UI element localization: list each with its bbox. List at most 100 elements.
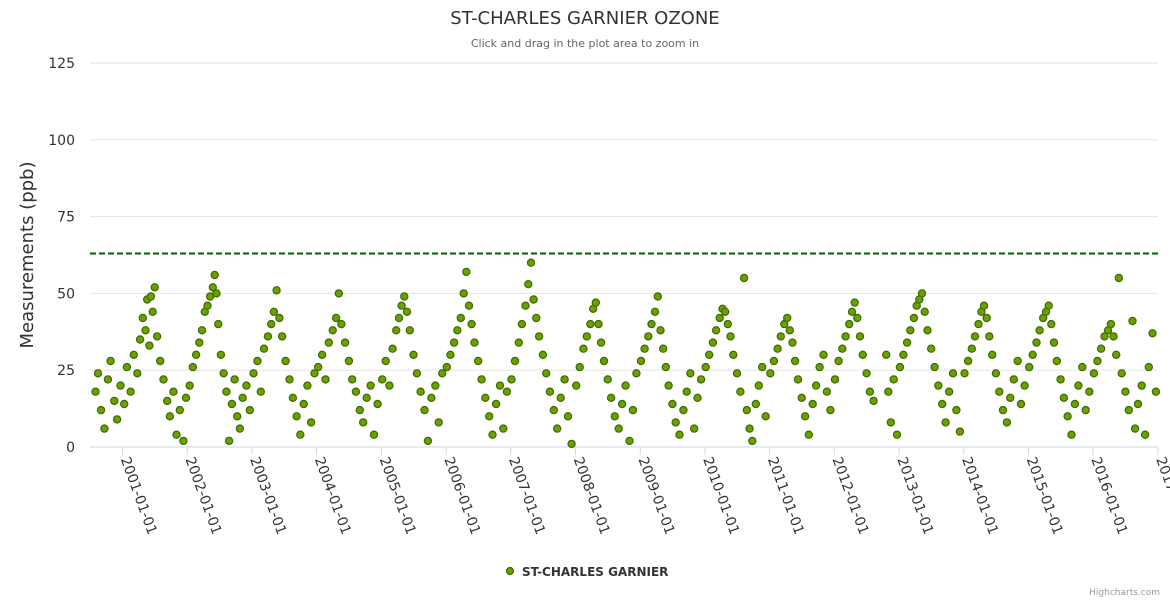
data-point[interactable]: [366, 381, 375, 390]
data-point[interactable]: [93, 369, 103, 378]
data-point[interactable]: [449, 338, 459, 347]
data-point[interactable]: [834, 356, 843, 366]
credits-link[interactable]: Highcharts.com: [1089, 588, 1160, 598]
data-point[interactable]: [664, 381, 673, 390]
data-point[interactable]: [491, 399, 501, 409]
data-point[interactable]: [656, 326, 665, 335]
data-point[interactable]: [769, 356, 779, 366]
data-point[interactable]: [1035, 326, 1044, 335]
data-point[interactable]: [671, 418, 680, 427]
data-point[interactable]: [400, 292, 409, 301]
data-point[interactable]: [299, 399, 308, 409]
data-point[interactable]: [1124, 405, 1134, 415]
data-point[interactable]: [715, 313, 724, 323]
data-point[interactable]: [632, 369, 641, 378]
data-point[interactable]: [212, 289, 221, 298]
data-point[interactable]: [736, 387, 745, 396]
data-point[interactable]: [402, 307, 412, 316]
data-point[interactable]: [1070, 399, 1080, 409]
data-point[interactable]: [394, 313, 404, 323]
data-point[interactable]: [141, 326, 150, 335]
data-point[interactable]: [172, 430, 181, 439]
data-point[interactable]: [766, 369, 775, 378]
plot-area[interactable]: [91, 258, 1161, 449]
data-point[interactable]: [902, 338, 912, 347]
data-point[interactable]: [967, 344, 977, 353]
data-point[interactable]: [373, 399, 382, 409]
data-point[interactable]: [524, 280, 533, 289]
data-point[interactable]: [481, 393, 490, 402]
data-point[interactable]: [467, 319, 476, 329]
data-point[interactable]: [355, 405, 364, 415]
data-point[interactable]: [841, 332, 850, 341]
data-point[interactable]: [696, 375, 706, 384]
data-point[interactable]: [253, 356, 262, 366]
data-point[interactable]: [1111, 350, 1121, 359]
data-point[interactable]: [306, 418, 316, 427]
data-point[interactable]: [434, 418, 443, 427]
data-point[interactable]: [351, 387, 361, 396]
data-point[interactable]: [96, 405, 106, 415]
data-point[interactable]: [1109, 332, 1118, 341]
data-point[interactable]: [331, 313, 341, 323]
data-point[interactable]: [739, 273, 749, 283]
data-point[interactable]: [129, 350, 138, 359]
data-point[interactable]: [742, 405, 752, 415]
data-point[interactable]: [521, 301, 530, 310]
data-point[interactable]: [485, 412, 494, 421]
data-point[interactable]: [948, 369, 958, 378]
data-point[interactable]: [442, 362, 451, 372]
data-point[interactable]: [1056, 375, 1065, 384]
data-point[interactable]: [930, 362, 939, 372]
legend-label[interactable]: ST-CHARLES GARNIER: [522, 565, 668, 579]
data-point[interactable]: [150, 283, 159, 292]
data-point[interactable]: [334, 289, 343, 298]
data-point[interactable]: [705, 350, 714, 359]
data-point[interactable]: [955, 427, 965, 436]
data-point[interactable]: [288, 393, 298, 402]
data-point[interactable]: [636, 356, 646, 366]
data-point[interactable]: [1009, 375, 1019, 384]
data-point[interactable]: [693, 393, 702, 402]
data-point[interactable]: [412, 369, 422, 378]
data-point[interactable]: [572, 381, 581, 390]
data-point[interactable]: [621, 381, 630, 390]
data-point[interactable]: [1044, 301, 1053, 310]
data-point[interactable]: [556, 393, 565, 402]
data-point[interactable]: [378, 375, 387, 384]
data-point[interactable]: [122, 362, 132, 372]
data-point[interactable]: [162, 396, 172, 406]
data-point[interactable]: [567, 439, 576, 449]
data-point[interactable]: [686, 369, 695, 378]
data-point[interactable]: [979, 301, 989, 310]
data-point[interactable]: [1078, 362, 1087, 372]
data-point[interactable]: [416, 387, 425, 396]
data-point[interactable]: [560, 375, 569, 384]
data-point[interactable]: [446, 350, 455, 359]
data-point[interactable]: [1114, 273, 1124, 283]
data-point[interactable]: [640, 344, 649, 353]
data-point[interactable]: [869, 396, 878, 406]
data-point[interactable]: [1137, 381, 1146, 390]
data-point[interactable]: [788, 338, 797, 347]
data-point[interactable]: [690, 424, 699, 433]
data-point[interactable]: [761, 412, 770, 421]
data-point[interactable]: [477, 375, 486, 384]
data-point[interactable]: [510, 356, 520, 366]
data-point[interactable]: [272, 286, 281, 295]
data-point[interactable]: [644, 332, 653, 341]
data-point[interactable]: [409, 350, 418, 359]
data-point[interactable]: [579, 344, 588, 353]
data-point[interactable]: [917, 289, 927, 298]
data-point[interactable]: [502, 387, 512, 396]
data-point[interactable]: [826, 405, 835, 415]
data-point[interactable]: [785, 326, 795, 335]
data-point[interactable]: [804, 430, 814, 439]
data-point[interactable]: [1148, 329, 1157, 338]
data-point[interactable]: [974, 319, 983, 329]
data-point[interactable]: [277, 332, 287, 341]
data-point[interactable]: [135, 335, 145, 344]
data-point[interactable]: [748, 436, 757, 446]
data-point[interactable]: [1059, 393, 1069, 402]
data-point[interactable]: [119, 399, 129, 409]
